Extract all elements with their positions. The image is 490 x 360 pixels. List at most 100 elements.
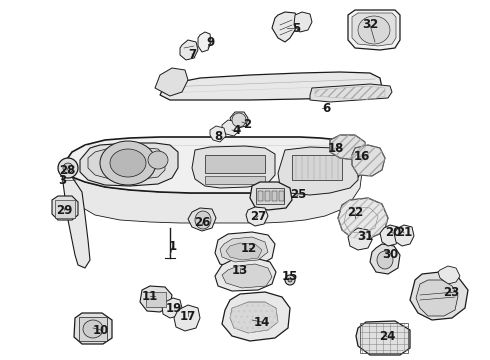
- Text: 22: 22: [347, 207, 363, 220]
- Bar: [360, 323, 408, 353]
- Ellipse shape: [195, 211, 211, 229]
- Polygon shape: [338, 198, 388, 238]
- Polygon shape: [80, 143, 178, 186]
- Polygon shape: [62, 137, 365, 193]
- Polygon shape: [246, 207, 268, 226]
- Text: 12: 12: [241, 242, 257, 255]
- Ellipse shape: [100, 141, 156, 185]
- Text: 5: 5: [292, 22, 300, 35]
- Bar: [258, 191, 263, 201]
- Polygon shape: [294, 12, 312, 32]
- Text: 10: 10: [93, 324, 109, 337]
- Bar: [205, 155, 265, 173]
- Text: 24: 24: [379, 330, 395, 343]
- Text: 23: 23: [443, 287, 459, 300]
- Bar: [272, 191, 277, 201]
- Text: 6: 6: [322, 102, 330, 114]
- Polygon shape: [74, 313, 112, 344]
- Bar: [279, 191, 284, 201]
- Text: 20: 20: [385, 226, 401, 239]
- Polygon shape: [88, 147, 165, 180]
- Text: 28: 28: [59, 163, 75, 176]
- Text: 9: 9: [206, 36, 214, 49]
- Polygon shape: [410, 272, 468, 320]
- Ellipse shape: [63, 163, 73, 173]
- Text: 15: 15: [282, 270, 298, 284]
- Polygon shape: [162, 298, 182, 318]
- Text: 8: 8: [214, 130, 222, 144]
- Ellipse shape: [285, 275, 295, 285]
- Polygon shape: [310, 84, 392, 102]
- Text: 21: 21: [396, 226, 412, 239]
- Polygon shape: [192, 146, 275, 188]
- Polygon shape: [356, 321, 410, 355]
- Polygon shape: [352, 13, 396, 46]
- Polygon shape: [230, 112, 248, 128]
- Text: 25: 25: [290, 189, 306, 202]
- Text: 3: 3: [58, 175, 66, 188]
- Polygon shape: [62, 175, 90, 268]
- Text: 29: 29: [56, 203, 72, 216]
- Text: 1: 1: [169, 240, 177, 253]
- Text: 26: 26: [194, 216, 210, 229]
- Bar: [265, 191, 270, 201]
- Polygon shape: [370, 244, 400, 274]
- Ellipse shape: [110, 149, 146, 177]
- Text: 31: 31: [357, 230, 373, 243]
- Polygon shape: [230, 302, 278, 333]
- Text: 18: 18: [328, 141, 344, 154]
- Polygon shape: [188, 208, 216, 231]
- Polygon shape: [272, 12, 298, 42]
- Text: 7: 7: [188, 48, 196, 60]
- Bar: [292, 155, 342, 180]
- Text: 2: 2: [243, 117, 251, 130]
- Ellipse shape: [232, 113, 246, 127]
- Polygon shape: [348, 228, 372, 250]
- Polygon shape: [380, 225, 400, 246]
- Polygon shape: [198, 32, 211, 52]
- Polygon shape: [352, 145, 385, 176]
- Polygon shape: [140, 286, 172, 312]
- Bar: [146, 292, 166, 307]
- Polygon shape: [52, 196, 78, 220]
- Ellipse shape: [358, 16, 390, 44]
- Bar: [79, 317, 107, 341]
- Polygon shape: [222, 120, 240, 136]
- Text: 16: 16: [354, 150, 370, 163]
- Polygon shape: [278, 147, 358, 195]
- Text: 27: 27: [250, 210, 266, 222]
- Polygon shape: [210, 126, 226, 142]
- Polygon shape: [215, 232, 275, 268]
- Text: 4: 4: [233, 125, 241, 138]
- Polygon shape: [174, 305, 200, 331]
- Ellipse shape: [58, 158, 78, 178]
- Polygon shape: [226, 243, 262, 260]
- Polygon shape: [330, 135, 365, 160]
- Text: 13: 13: [232, 265, 248, 278]
- Ellipse shape: [377, 251, 393, 269]
- Text: 19: 19: [166, 302, 182, 315]
- Ellipse shape: [148, 151, 168, 169]
- Polygon shape: [394, 225, 414, 246]
- Ellipse shape: [83, 320, 103, 338]
- Bar: [55, 200, 75, 218]
- Polygon shape: [180, 40, 198, 60]
- Polygon shape: [222, 264, 272, 288]
- Polygon shape: [160, 72, 382, 100]
- Text: 11: 11: [142, 289, 158, 302]
- Polygon shape: [215, 258, 276, 291]
- Polygon shape: [220, 237, 268, 262]
- Polygon shape: [155, 68, 188, 96]
- Text: 17: 17: [180, 310, 196, 323]
- Bar: [256, 188, 284, 204]
- Text: 32: 32: [362, 18, 378, 31]
- Bar: [205, 176, 265, 184]
- Polygon shape: [348, 10, 400, 50]
- Text: 14: 14: [254, 315, 270, 328]
- Text: 30: 30: [382, 248, 398, 261]
- Polygon shape: [222, 292, 290, 341]
- Polygon shape: [250, 182, 292, 210]
- Polygon shape: [416, 280, 458, 316]
- Polygon shape: [438, 266, 460, 284]
- Polygon shape: [62, 172, 362, 223]
